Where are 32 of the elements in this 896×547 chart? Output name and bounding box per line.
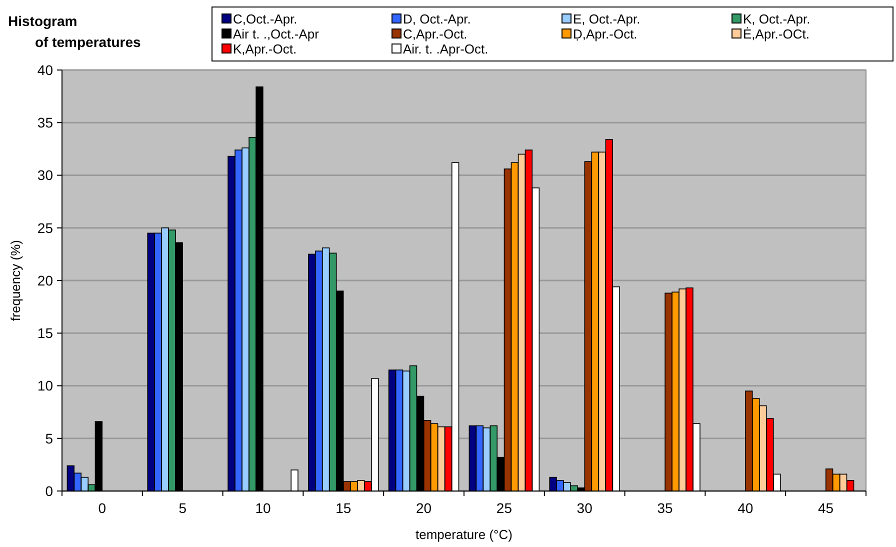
legend-label: Ḍ,Apr.-Oct. [573, 26, 638, 42]
y-tick-label: 15 [37, 325, 54, 342]
y-tick-label: 25 [37, 220, 54, 236]
legend-label: Air t. .,Oct.-Apr [233, 26, 320, 42]
y-tick-label: 35 [37, 114, 54, 131]
x-tick-label: 25 [496, 500, 512, 516]
x-tick-label: 40 [738, 500, 754, 516]
legend-label: C,Apr.-Oct. [403, 26, 468, 42]
legend-label: K,Apr.-Oct. [233, 42, 297, 57]
legend-label: C,Oct.-Apr. [233, 12, 298, 27]
x-tick-label: 5 [178, 500, 187, 516]
y-axis-title: frequency (%) [8, 240, 23, 321]
y-tick-label: 0 [45, 482, 54, 499]
y-tick-label: 40 [37, 62, 54, 78]
x-tick-label: 10 [255, 500, 271, 516]
x-tick-label: 30 [576, 500, 593, 516]
x-tick-label: 15 [336, 500, 352, 516]
legend-label: D, Oct.-Apr. [403, 12, 471, 27]
x-tick-label: 20 [416, 500, 432, 516]
y-tick-label: 10 [37, 378, 54, 394]
chart-title: Histogram of temperatures [8, 13, 142, 50]
legend-label: K, Oct.-Apr. [743, 12, 810, 27]
x-tick-label: 45 [818, 500, 834, 516]
y-tick-label: 5 [45, 430, 54, 446]
x-axis-title: temperature (°C) [416, 527, 512, 542]
legend-label: Air. t. .Apr-Oct. [403, 42, 488, 57]
y-tick-label: 20 [37, 272, 54, 288]
x-tick-label: 35 [657, 500, 673, 516]
legend-label: E, Oct.-Apr. [573, 12, 640, 27]
legend-label: Ė,Apr.-OCt. [743, 26, 810, 42]
y-tick-label: 30 [37, 167, 54, 184]
x-tick-label: 0 [98, 500, 106, 516]
